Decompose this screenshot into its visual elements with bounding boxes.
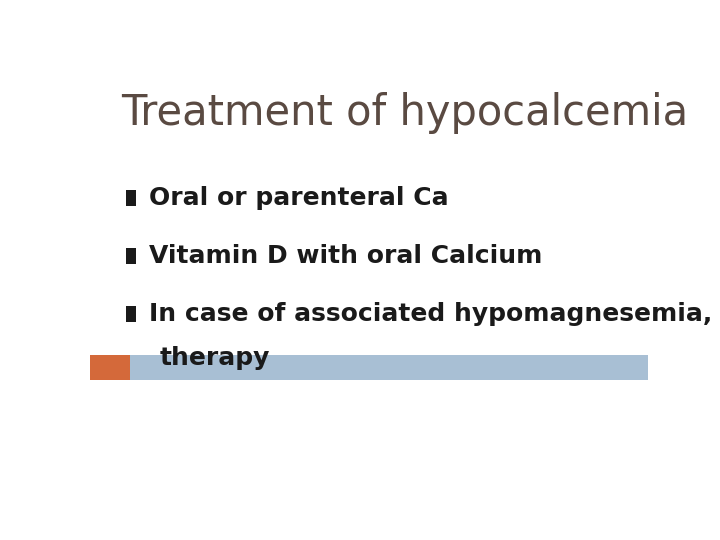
Bar <box>126 190 136 206</box>
Text: Oral or parenteral Ca: Oral or parenteral Ca <box>148 186 449 210</box>
Bar <box>126 306 136 322</box>
Text: Treatment of hypocalcemia: Treatment of hypocalcemia <box>121 92 688 134</box>
Bar <box>126 248 136 264</box>
Bar <box>130 355 648 380</box>
Text: Vitamin D with oral Calcium: Vitamin D with oral Calcium <box>148 244 542 268</box>
Bar <box>90 355 130 380</box>
Text: therapy: therapy <box>160 346 270 370</box>
Text: In case of associated hypomagnesemia, Mg: In case of associated hypomagnesemia, Mg <box>148 302 720 326</box>
